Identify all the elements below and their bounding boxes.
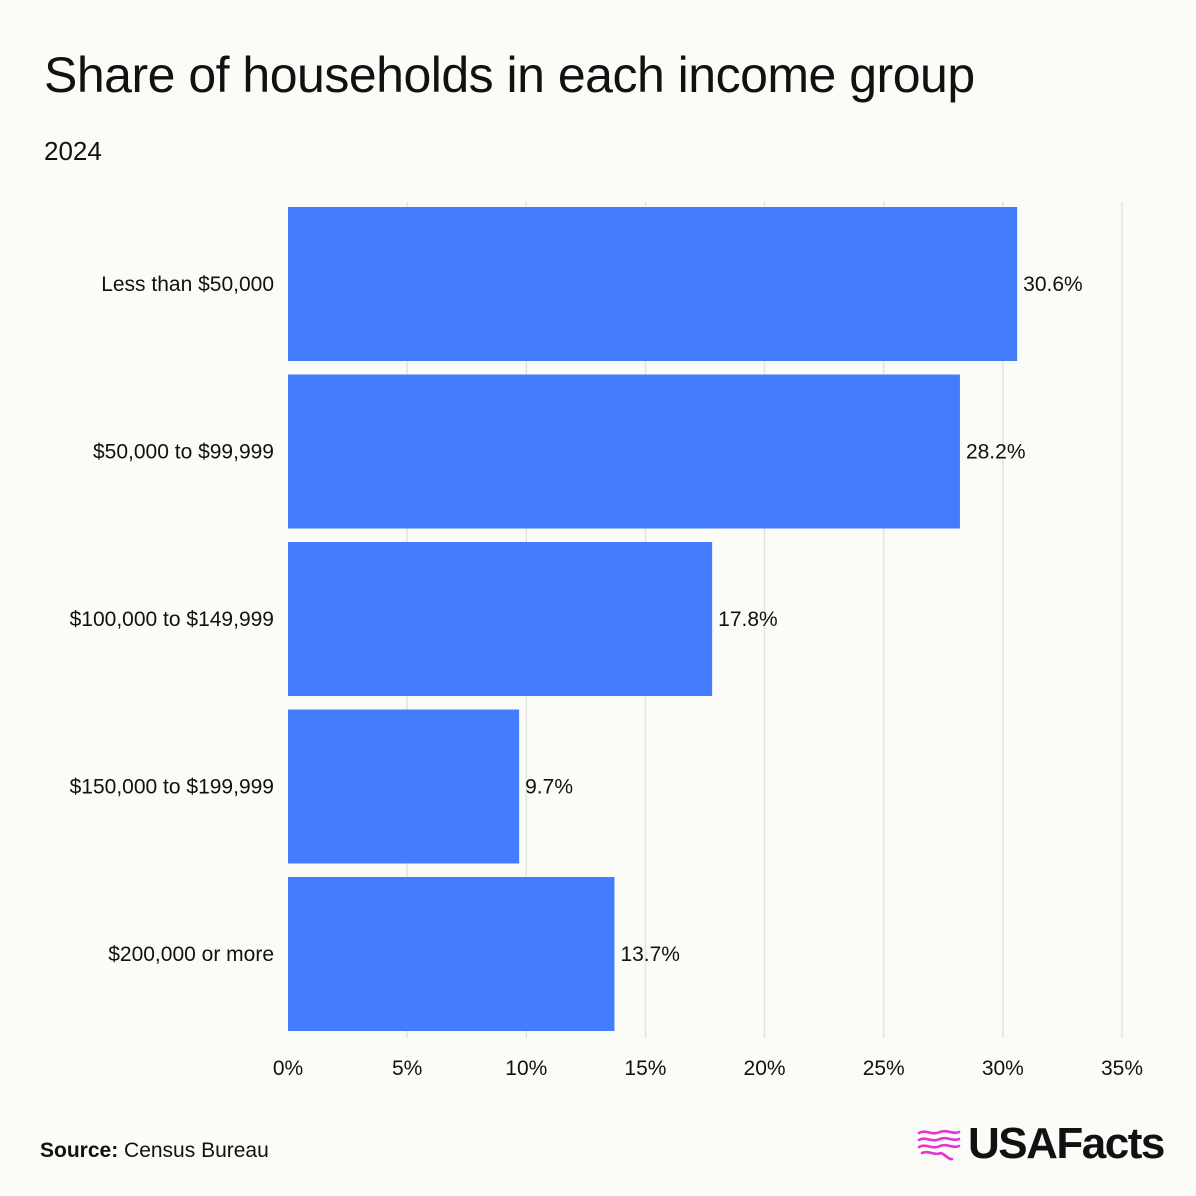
bar-chart: 0% 5% 10% 15% 20% 25% 30% 35% Less than $50,000 3… <box>70 202 1143 1080</box>
bar <box>288 542 713 696</box>
bar <box>288 709 520 864</box>
category-label: $100,000 to $149,999 <box>70 608 274 631</box>
source-note: Source: Census Bureau <box>40 1138 269 1163</box>
x-tick-label: 10% <box>505 1057 547 1080</box>
bar <box>288 374 960 529</box>
x-tick-label: 20% <box>744 1057 786 1080</box>
brand-name: USAFacts <box>968 1119 1165 1168</box>
brand-logo: USAFacts <box>916 1119 1165 1168</box>
bar <box>288 877 615 1031</box>
x-tick-label: 30% <box>982 1057 1024 1080</box>
us-map-flag-icon <box>917 1129 961 1161</box>
data-label: 17.8% <box>718 608 778 631</box>
chart-subtitle: 2024 <box>44 136 102 166</box>
source-label: Source: <box>40 1139 119 1162</box>
category-label: $50,000 to $99,999 <box>93 441 274 464</box>
data-label: 9.7% <box>525 776 573 799</box>
data-label: 28.2% <box>966 441 1026 464</box>
source-text: Census Bureau <box>124 1139 269 1162</box>
x-tick-label: 15% <box>624 1057 666 1080</box>
chart-title: Share of households in each income group <box>44 47 975 103</box>
x-tick-label: 5% <box>392 1057 422 1080</box>
category-label: $150,000 to $199,999 <box>70 776 274 799</box>
x-tick-label: 25% <box>863 1057 905 1080</box>
x-tick-label: 0% <box>273 1057 303 1080</box>
x-tick-label: 35% <box>1101 1057 1143 1080</box>
labels: 0% 5% 10% 15% 20% 25% 30% 35% Less than $50,000 3… <box>70 273 1143 1080</box>
category-label: Less than $50,000 <box>101 273 274 296</box>
data-label: 13.7% <box>620 943 680 966</box>
bars <box>288 207 1018 1031</box>
category-label: $200,000 or more <box>108 943 274 966</box>
data-label: 30.6% <box>1023 273 1083 296</box>
bar <box>288 207 1018 361</box>
